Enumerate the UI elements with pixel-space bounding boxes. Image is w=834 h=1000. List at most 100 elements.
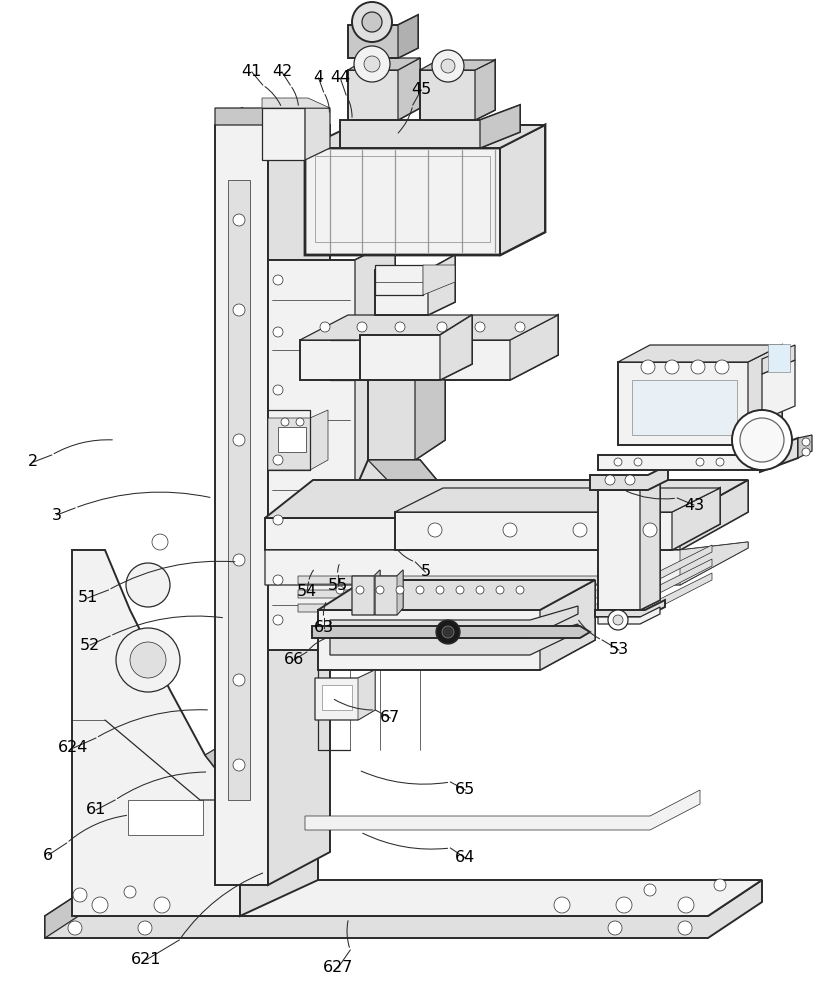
Circle shape — [138, 921, 152, 935]
Text: 65: 65 — [455, 782, 475, 798]
Polygon shape — [305, 125, 545, 148]
Polygon shape — [352, 570, 380, 615]
Circle shape — [716, 458, 724, 466]
Circle shape — [437, 322, 447, 332]
Polygon shape — [262, 108, 305, 160]
Circle shape — [456, 586, 464, 594]
Polygon shape — [640, 480, 660, 610]
Polygon shape — [375, 570, 403, 615]
Polygon shape — [590, 465, 668, 490]
Polygon shape — [440, 315, 472, 380]
Circle shape — [678, 921, 692, 935]
Circle shape — [273, 575, 283, 585]
Circle shape — [436, 620, 460, 644]
Circle shape — [441, 59, 455, 73]
Circle shape — [354, 46, 390, 82]
Text: 61: 61 — [86, 802, 106, 818]
Polygon shape — [330, 624, 578, 655]
Text: 41: 41 — [242, 64, 262, 80]
Polygon shape — [305, 108, 330, 160]
Polygon shape — [355, 460, 445, 522]
Text: 67: 67 — [380, 710, 400, 726]
Polygon shape — [45, 880, 762, 938]
Polygon shape — [298, 573, 712, 612]
Polygon shape — [480, 105, 520, 148]
Polygon shape — [598, 480, 660, 610]
Circle shape — [362, 12, 382, 32]
Polygon shape — [798, 435, 812, 458]
Polygon shape — [268, 410, 328, 470]
Polygon shape — [45, 880, 100, 938]
Polygon shape — [348, 58, 420, 120]
Polygon shape — [762, 360, 795, 420]
Polygon shape — [298, 545, 712, 584]
Circle shape — [233, 304, 245, 316]
Polygon shape — [680, 542, 748, 585]
Circle shape — [608, 921, 622, 935]
Polygon shape — [305, 790, 700, 830]
Polygon shape — [348, 58, 420, 70]
Circle shape — [732, 410, 792, 470]
Circle shape — [442, 626, 454, 638]
Text: 3: 3 — [52, 508, 62, 522]
Circle shape — [357, 322, 367, 332]
Circle shape — [515, 322, 525, 332]
Circle shape — [616, 897, 632, 913]
Text: 2: 2 — [28, 454, 38, 470]
Polygon shape — [595, 600, 665, 617]
Polygon shape — [268, 125, 330, 885]
Polygon shape — [540, 580, 595, 670]
Circle shape — [432, 50, 464, 82]
Text: 43: 43 — [684, 497, 704, 512]
Circle shape — [573, 523, 587, 537]
Polygon shape — [240, 710, 318, 916]
Circle shape — [605, 475, 615, 485]
Polygon shape — [500, 125, 545, 255]
Circle shape — [356, 586, 364, 594]
Circle shape — [715, 360, 729, 374]
Polygon shape — [423, 265, 455, 295]
Polygon shape — [298, 559, 712, 598]
Polygon shape — [748, 345, 782, 445]
Polygon shape — [215, 108, 330, 125]
Polygon shape — [762, 345, 795, 374]
Polygon shape — [368, 460, 445, 522]
Circle shape — [613, 615, 623, 625]
Polygon shape — [318, 580, 595, 610]
Polygon shape — [358, 670, 375, 720]
Polygon shape — [475, 60, 495, 120]
Polygon shape — [598, 442, 785, 470]
Circle shape — [92, 897, 108, 913]
Circle shape — [740, 418, 784, 462]
Circle shape — [116, 628, 180, 692]
Circle shape — [154, 897, 170, 913]
Bar — [768, 344, 790, 372]
Circle shape — [496, 586, 504, 594]
Circle shape — [644, 884, 656, 896]
Polygon shape — [598, 607, 660, 624]
Circle shape — [273, 615, 283, 625]
Text: 55: 55 — [328, 577, 348, 592]
Polygon shape — [360, 315, 472, 380]
Polygon shape — [415, 380, 445, 460]
Circle shape — [233, 674, 245, 686]
Bar — [128, 800, 203, 835]
Polygon shape — [305, 125, 545, 255]
Circle shape — [475, 322, 485, 332]
Polygon shape — [265, 480, 748, 550]
Polygon shape — [300, 315, 558, 380]
Circle shape — [68, 921, 82, 935]
Polygon shape — [398, 58, 420, 120]
Polygon shape — [355, 240, 395, 650]
Circle shape — [152, 534, 168, 550]
Text: 54: 54 — [297, 584, 317, 599]
Bar — [315, 156, 490, 242]
Text: 621: 621 — [131, 952, 161, 967]
Circle shape — [714, 879, 726, 891]
Circle shape — [802, 438, 810, 446]
Circle shape — [696, 458, 704, 466]
Bar — [278, 427, 306, 452]
Circle shape — [476, 586, 484, 594]
Circle shape — [124, 886, 136, 898]
Text: 627: 627 — [323, 960, 353, 975]
